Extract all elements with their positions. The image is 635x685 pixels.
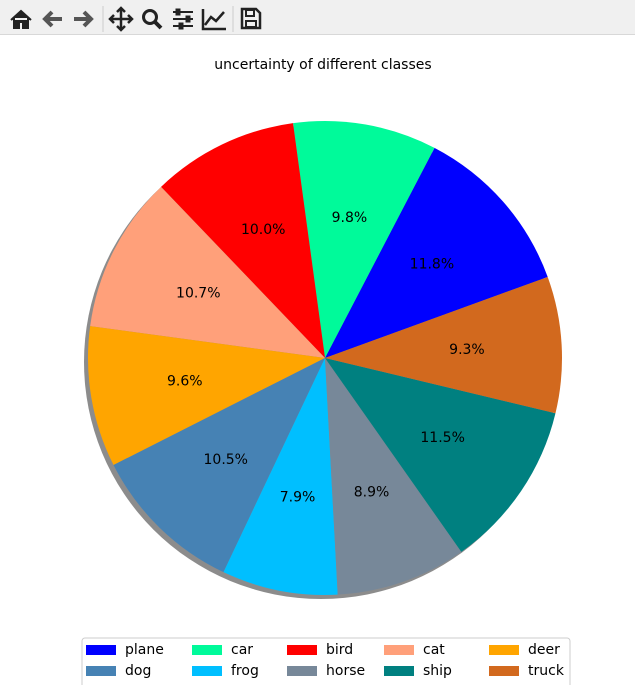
legend-marker — [192, 645, 222, 655]
home-button[interactable] — [10, 9, 32, 29]
slice-label: 8.9% — [354, 484, 390, 500]
slice-label: 10.0% — [241, 222, 285, 238]
configure-button[interactable] — [173, 8, 193, 30]
legend-marker — [384, 666, 414, 676]
legend-label: ship — [423, 663, 452, 679]
legend-label: deer — [528, 642, 560, 658]
legend-label: bird — [326, 642, 353, 658]
legend-label: frog — [231, 663, 259, 679]
legend-marker — [86, 666, 116, 676]
forward-button[interactable] — [74, 10, 94, 28]
legend-marker — [489, 666, 519, 676]
pie-slice — [325, 358, 462, 595]
slice-label: 7.9% — [280, 490, 316, 506]
slice-label: 10.7% — [176, 285, 220, 301]
toolbar — [0, 0, 635, 35]
chart-title: uncertainty of different classes — [214, 57, 431, 73]
zoom-button[interactable] — [142, 9, 163, 30]
slice-label: 9.3% — [449, 342, 485, 358]
pie-slice — [325, 147, 548, 358]
slice-label: 9.6% — [167, 374, 203, 390]
save-button[interactable] — [240, 7, 262, 30]
pie-slice — [325, 358, 556, 552]
slice-label: 11.5% — [420, 430, 464, 446]
axes-button[interactable] — [201, 9, 226, 31]
legend-marker — [86, 645, 116, 655]
legend-label: cat — [423, 642, 445, 658]
legend-label: dog — [125, 663, 151, 679]
pie-slice — [325, 276, 562, 414]
chart: uncertainty of different classes 11.8% 9.… — [81, 57, 571, 685]
slice-label: 11.8% — [410, 256, 454, 272]
pan-button[interactable] — [108, 6, 134, 32]
pie-slice — [292, 121, 435, 358]
pie-slice — [87, 326, 325, 466]
pie-slice — [90, 186, 326, 358]
legend-label: horse — [326, 663, 365, 679]
legend-marker — [287, 666, 317, 676]
legend-marker — [192, 666, 222, 676]
legend-marker — [287, 645, 317, 655]
legend-label: truck — [528, 663, 565, 679]
pie-slice — [223, 358, 338, 595]
legend-label: car — [231, 642, 253, 658]
back-button[interactable] — [42, 10, 62, 28]
legend-label: plane — [125, 642, 164, 658]
pie-slice — [161, 123, 325, 358]
legend-marker — [489, 645, 519, 655]
legend-marker — [384, 645, 414, 655]
slice-label: 9.8% — [332, 210, 368, 226]
pie-slice — [113, 358, 325, 573]
slice-label: 10.5% — [204, 452, 248, 468]
